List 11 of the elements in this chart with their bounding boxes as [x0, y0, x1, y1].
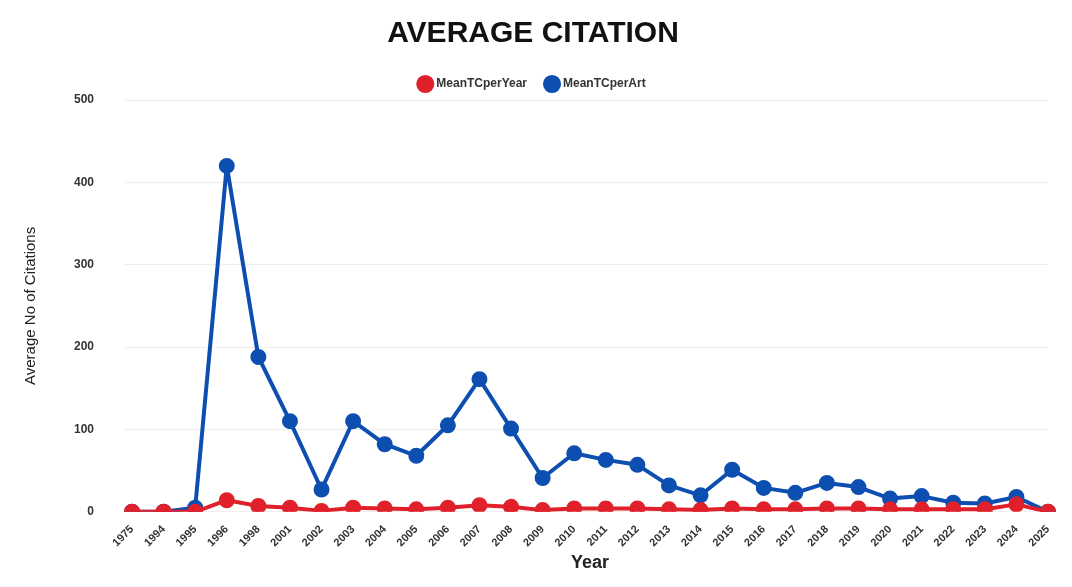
- y-axis-title: Average No of Citations: [21, 226, 39, 385]
- x-axis-title: Year: [570, 552, 610, 573]
- y-tick-label: 200: [73, 339, 95, 354]
- legend-label: MeanTCperYear: [436, 76, 528, 91]
- y-tick-label: 500: [73, 92, 95, 107]
- legend-label: MeanTCperArt: [563, 76, 646, 91]
- chart-title: AVERAGE CITATION: [387, 15, 679, 49]
- y-tick-label: 400: [73, 174, 95, 189]
- y-tick-label: 0: [87, 504, 95, 519]
- y-tick-label: 100: [73, 421, 95, 436]
- y-tick-label: 300: [73, 257, 95, 272]
